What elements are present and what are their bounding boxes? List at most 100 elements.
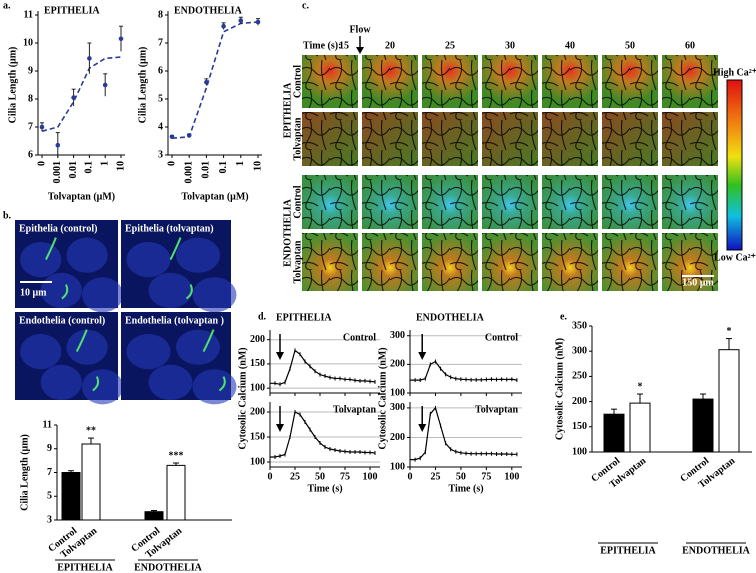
- colorbar: [726, 79, 743, 251]
- y-axis-label: Cytosolic Calcium (nM): [237, 347, 248, 449]
- panel-label: e.: [560, 311, 567, 322]
- y-tick-label: 300: [390, 402, 405, 413]
- y-tick-label: 300: [572, 345, 587, 356]
- x-tick-label: 0.1: [84, 161, 95, 174]
- cilium: [202, 329, 215, 353]
- x-tick-label: 0: [166, 161, 177, 166]
- cell-outlines: [482, 55, 538, 108]
- y-tick-label: 3: [158, 149, 163, 160]
- cell-outlines: [302, 55, 358, 108]
- cell-outlines: [362, 233, 418, 291]
- nucleus: [126, 334, 171, 370]
- colorbar-high: High Ca²⁺: [713, 67, 756, 78]
- group-label: EPITHELIA: [57, 562, 113, 573]
- x-tick-label: 50: [456, 471, 466, 482]
- scale-label: 150 μm: [682, 277, 714, 288]
- point: [102, 82, 108, 88]
- stimulus-arrowhead: [418, 424, 427, 432]
- y-tick-label: 7: [28, 121, 33, 132]
- fit-line: [41, 56, 122, 132]
- y-tick-label: 350: [572, 320, 587, 331]
- time-point: 30: [505, 40, 515, 51]
- flow-label: Flow: [349, 24, 371, 35]
- nucleus: [192, 369, 237, 405]
- point: [255, 19, 261, 25]
- cell-outlines: [302, 233, 358, 291]
- point: [221, 23, 226, 29]
- group-label: ENDOTHELIA: [682, 545, 751, 556]
- y-tick-label: 11: [43, 419, 52, 430]
- panel-condition: Tolvaptan: [475, 404, 518, 415]
- x-tick-label: 75: [481, 471, 491, 482]
- cilium: [185, 284, 193, 300]
- time-point: 20: [385, 40, 395, 51]
- y-tick-label: 10: [23, 37, 33, 48]
- y-tick-label: 7: [158, 37, 163, 48]
- y-tick-label: 200: [250, 334, 265, 345]
- image-label: Epithelia (control): [19, 223, 97, 234]
- time-point: 40: [565, 40, 575, 51]
- x-tick-label: 0.001: [183, 161, 194, 184]
- y-axis-label: Cytosolic Calcium (nM): [554, 338, 565, 440]
- colorbar-low: Low Ca²⁺: [714, 252, 756, 263]
- cilium: [169, 237, 182, 261]
- calcium-trace: [270, 349, 376, 385]
- image-label: Endothelia (tolvaptan ): [125, 315, 224, 326]
- cell-outlines: [542, 55, 598, 108]
- y-axis-label: Cytosolic Calcium (nM): [377, 347, 388, 449]
- bar: [166, 464, 186, 521]
- x-tick-label: 1: [235, 161, 246, 166]
- y-tick-label: 6: [158, 65, 163, 76]
- calcium-trace: [270, 411, 376, 458]
- point: [55, 142, 61, 148]
- scale-label: 10 μm: [20, 287, 47, 298]
- x-tick-label: 25: [290, 471, 300, 482]
- row-label: Control: [292, 185, 303, 218]
- nucleus: [66, 237, 108, 273]
- x-tick-label: 0: [268, 471, 273, 482]
- panel-label: a.: [3, 0, 11, 11]
- point: [87, 56, 92, 61]
- nucleus: [81, 277, 124, 313]
- x-axis-label: Time (s): [307, 483, 342, 494]
- significance: ***: [169, 450, 184, 461]
- significance: *: [638, 381, 643, 392]
- x-tick-label: 100: [504, 471, 519, 482]
- point: [238, 18, 244, 23]
- x-tick-label: 0.001: [52, 161, 63, 184]
- row-label: Control: [292, 65, 303, 98]
- stimulus-arrowhead: [418, 352, 427, 360]
- bar: [692, 398, 714, 453]
- x-axis-label: Tolvaptan (μM): [181, 191, 248, 202]
- image-label: Endothelia (control): [19, 315, 105, 326]
- cell-outlines: [602, 175, 658, 229]
- cell-outlines: [662, 55, 718, 108]
- panel-condition: Control: [343, 332, 376, 343]
- y-tick-label: 300: [390, 330, 405, 341]
- cell-outlines: [482, 233, 538, 291]
- y-tick-label: 100: [250, 382, 265, 393]
- cell-outlines: [422, 175, 478, 229]
- y-tick-label: 3: [47, 514, 52, 525]
- bar: [629, 402, 651, 453]
- time-point: 15: [339, 40, 349, 51]
- time-point: 60: [685, 40, 695, 51]
- cell-outlines: [302, 112, 358, 166]
- y-axis-label: Cilia Length (μm): [19, 434, 30, 511]
- nucleus: [40, 272, 82, 308]
- cell-outlines: [422, 112, 478, 166]
- bar: [144, 511, 164, 521]
- cilium: [45, 237, 57, 261]
- image-label: Epithelia (tolvaptan): [125, 223, 214, 234]
- time-label: Time (s):: [303, 40, 341, 51]
- x-tick-label: 75: [340, 471, 350, 482]
- point: [186, 133, 192, 138]
- y-tick-label: 5: [158, 93, 163, 104]
- x-tick-label: 0.01: [68, 161, 79, 179]
- chart-title: ENDOTHELIA: [416, 312, 485, 323]
- cell-outlines: [482, 112, 538, 166]
- cell-outlines: [362, 112, 418, 166]
- stimulus-arrowhead: [276, 352, 284, 360]
- cell-outlines: [542, 112, 598, 166]
